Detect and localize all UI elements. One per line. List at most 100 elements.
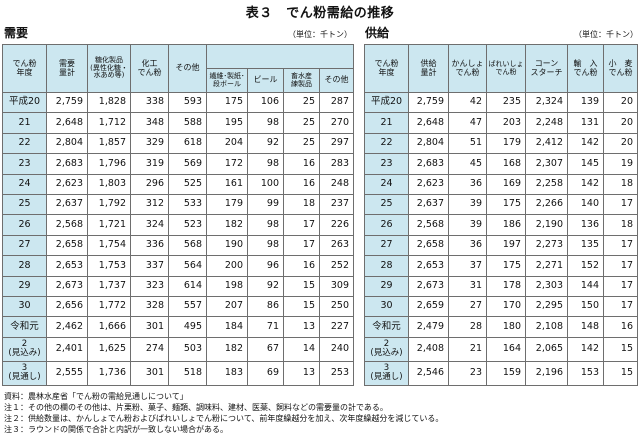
year-cell: 平成20	[364, 91, 409, 114]
value-cell: 2,546	[408, 360, 449, 386]
value-cell: 172	[206, 153, 248, 175]
value-cell: 168	[486, 153, 526, 175]
value-cell: 195	[206, 112, 248, 134]
note-2: 注２：供給数量は、かんしょでん粉およびばれいしょでん粉について、前年度繰越分を加…	[4, 414, 444, 423]
value-cell: 1,828	[87, 91, 131, 114]
table-row: 24 2,623 36 169 2,258 142 18	[364, 173, 638, 195]
value-cell: 16	[283, 255, 320, 277]
header-cornstarch: コーン スターチ	[525, 44, 568, 93]
value-cell: 13	[283, 360, 320, 386]
year-cell: 29	[364, 275, 409, 297]
value-cell: 2,258	[525, 173, 568, 195]
value-cell: 18	[603, 173, 638, 195]
value-cell: 183	[206, 360, 248, 386]
value-cell: 2,648	[408, 112, 449, 134]
value-cell: 2,637	[46, 193, 88, 216]
year-cell: 3 (見通し)	[2, 360, 47, 386]
value-cell: 1,753	[87, 255, 131, 277]
year-cell: 30	[364, 295, 409, 318]
value-cell: 18	[283, 193, 320, 216]
value-cell: 2,271	[525, 255, 568, 277]
table-row: 27 2,658 36 197 2,273 135 17	[364, 234, 638, 257]
demand-unit: （単位：千トン）	[288, 30, 352, 39]
value-cell: 17	[283, 214, 320, 236]
year-cell: 21	[2, 112, 47, 134]
value-cell: 17	[603, 255, 638, 277]
value-cell: 495	[168, 316, 207, 338]
table-row: 29 2,673 31 178 2,303 144 17	[364, 275, 638, 297]
value-cell: 39	[448, 214, 487, 236]
value-cell: 1,792	[87, 193, 131, 216]
header-year: でん粉 年度	[2, 44, 47, 93]
value-cell: 523	[168, 214, 207, 236]
value-cell: 557	[168, 295, 207, 318]
value-cell: 1,666	[87, 316, 131, 338]
value-cell: 270	[319, 112, 354, 134]
header-beer: ビール	[247, 68, 284, 93]
value-cell: 92	[247, 275, 284, 297]
value-cell: 1,625	[87, 336, 131, 362]
table-row: 30 2,656 1,772 328 557 207 86 15 250	[2, 295, 354, 318]
header-imported-starch: 輸 入 でん粉	[567, 44, 604, 93]
value-cell: 323	[130, 275, 169, 297]
demand-table: でん粉 年度 需要 量計 糖化製品 (異性化糖・ 水あめ等) 化工 でん粉 その…	[2, 44, 354, 386]
value-cell: 42	[448, 91, 487, 114]
year-cell: 22	[2, 132, 47, 155]
value-cell: 142	[567, 336, 604, 362]
value-cell: 253	[319, 360, 354, 386]
year-cell: 25	[2, 193, 47, 216]
value-cell: 28	[448, 316, 487, 338]
value-cell: 150	[567, 295, 604, 318]
value-cell: 16	[283, 173, 320, 195]
value-cell: 23	[448, 360, 487, 386]
value-cell: 180	[486, 316, 526, 338]
value-cell: 96	[247, 255, 284, 277]
table-row: 25 2,637 1,792 312 533 179 99 18 237	[2, 193, 354, 216]
value-cell: 1,712	[87, 112, 131, 134]
year-cell: 21	[364, 112, 409, 134]
value-cell: 614	[168, 275, 207, 297]
table-row: 29 2,673 1,737 323 614 198 92 15 309	[2, 275, 354, 297]
value-cell: 525	[168, 173, 207, 195]
value-cell: 200	[206, 255, 248, 277]
value-cell: 15	[603, 336, 638, 362]
value-cell: 2,408	[408, 336, 449, 362]
value-cell: 2,303	[525, 275, 568, 297]
table-row: 平成20 2,759 1,828 338 593 175 106 25 287	[2, 91, 354, 114]
year-cell: 2 (見込み)	[364, 336, 409, 362]
value-cell: 86	[247, 295, 284, 318]
value-cell: 2,412	[525, 132, 568, 155]
value-cell: 16	[603, 316, 638, 338]
value-cell: 142	[567, 173, 604, 195]
value-cell: 203	[486, 112, 526, 134]
value-cell: 2,759	[46, 91, 88, 114]
year-cell: 24	[364, 173, 409, 195]
value-cell: 148	[567, 316, 604, 338]
year-cell: 平成20	[2, 91, 47, 114]
notes: 資料：農林水産省「でん粉の需給見通しについて」 注１：その他の欄のその他は、片栗…	[4, 391, 443, 435]
value-cell: 20	[603, 112, 638, 134]
table-row: 2 (見込み) 2,401 1,625 274 503 182 67 14 240	[2, 336, 354, 362]
value-cell: 51	[448, 132, 487, 155]
value-cell: 13	[283, 316, 320, 338]
value-cell: 296	[130, 173, 169, 195]
value-cell: 179	[206, 193, 248, 216]
value-cell: 1,737	[87, 275, 131, 297]
value-cell: 25	[283, 112, 320, 134]
value-cell: 2,637	[408, 193, 449, 216]
value-cell: 2,307	[525, 153, 568, 175]
table-row: 27 2,658 1,754 336 568 190 98 17 263	[2, 234, 354, 257]
year-cell: 25	[364, 193, 409, 216]
value-cell: 250	[319, 295, 354, 318]
value-cell: 2,656	[46, 295, 88, 318]
table-row: 26 2,568 39 186 2,190 136 18	[364, 214, 638, 236]
value-cell: 99	[247, 193, 284, 216]
table-row: 28 2,653 1,753 337 564 200 96 16 252	[2, 255, 354, 277]
value-cell: 2,683	[46, 153, 88, 175]
value-cell: 144	[567, 275, 604, 297]
value-cell: 252	[319, 255, 354, 277]
value-cell: 283	[319, 153, 354, 175]
value-cell: 45	[448, 153, 487, 175]
value-cell: 235	[486, 91, 526, 114]
year-cell: 28	[2, 255, 47, 277]
